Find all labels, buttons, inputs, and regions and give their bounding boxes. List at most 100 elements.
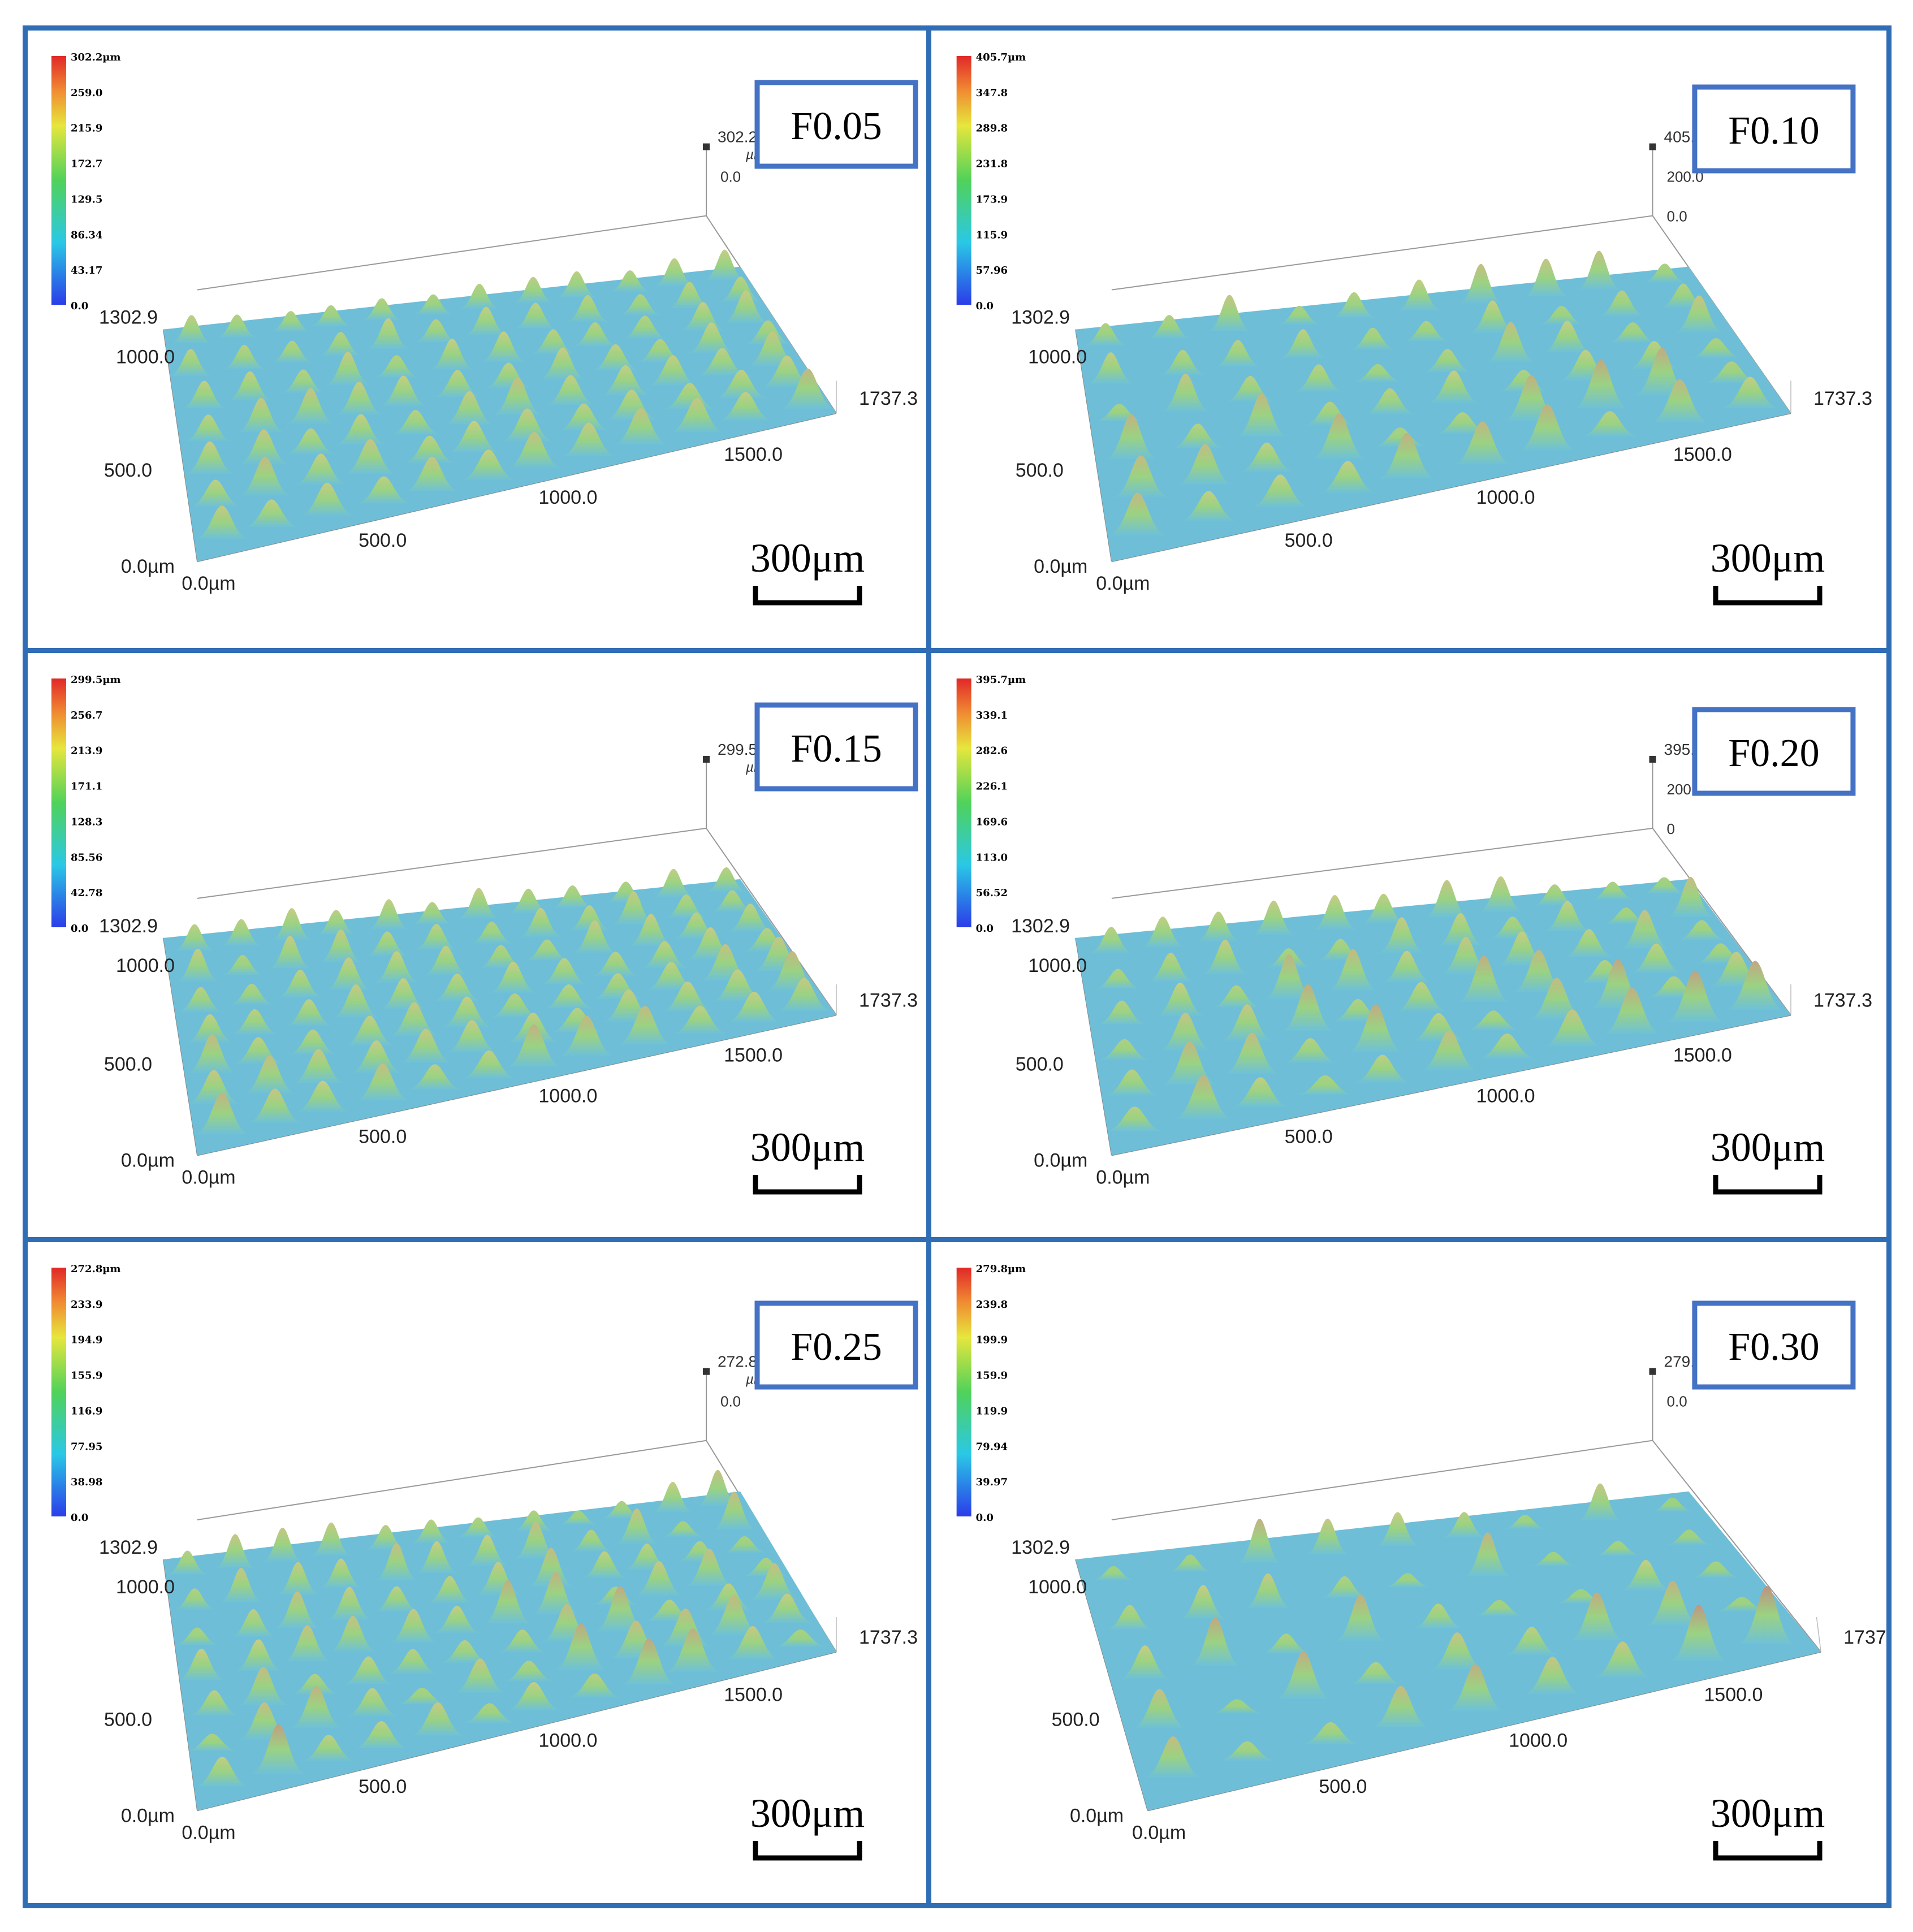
x-axis-tick: 1737.3 bbox=[859, 989, 918, 1011]
surface-peak bbox=[761, 1593, 813, 1624]
colorbar-gradient bbox=[956, 56, 971, 305]
surface-peak bbox=[1212, 985, 1260, 1008]
y-axis-tick: 500.0 bbox=[104, 1709, 152, 1730]
surface-peak bbox=[582, 1551, 627, 1578]
colorbar-tick: 299.5µm bbox=[71, 674, 121, 686]
surface-peak bbox=[1678, 920, 1726, 940]
surface-peak bbox=[291, 1685, 342, 1728]
surface-peak bbox=[1294, 364, 1343, 392]
surface-peak bbox=[750, 1563, 799, 1600]
colorbar-tick: 0.0 bbox=[976, 300, 994, 312]
x-axis-tick: 500.0 bbox=[359, 1126, 407, 1147]
surface-peak bbox=[1336, 1594, 1385, 1641]
scale-bar-label: 300μm bbox=[1711, 535, 1825, 581]
surface-peak bbox=[1459, 263, 1502, 304]
surface-peak bbox=[182, 381, 227, 409]
y-axis-labels: 1302.9 1000.0 500.0 0.0µm bbox=[99, 1537, 175, 1826]
surface-peak bbox=[1428, 370, 1479, 403]
surface-peak bbox=[1161, 373, 1210, 412]
panel-f0-20: 395.7µm 339.1 282.6 226.1 169.6 113.0 56.52 0.0… bbox=[931, 653, 1886, 1237]
surface-peak bbox=[443, 996, 492, 1027]
surface-peak bbox=[662, 1521, 704, 1537]
colorbar-tick: 85.56 bbox=[71, 852, 102, 863]
surface-peak bbox=[195, 505, 249, 539]
surface-peak bbox=[1163, 1041, 1217, 1085]
y-axis-labels: 1302.9 1000.0 500.0 0.0µm bbox=[1011, 915, 1087, 1172]
surface-peak bbox=[558, 1510, 598, 1525]
surface-peak bbox=[1145, 1736, 1201, 1778]
colorbar-tick: 129.5 bbox=[71, 193, 102, 205]
colorbar-tick: 128.3 bbox=[71, 816, 102, 828]
colorbar-tick: 42.78 bbox=[71, 887, 102, 899]
y-axis-labels: 1302.9 1000.0 500.0 0.0µm bbox=[99, 307, 175, 577]
x-axis-tick: 1500.0 bbox=[724, 1045, 783, 1066]
surface-peak bbox=[1297, 1075, 1354, 1095]
surface-peak bbox=[1479, 876, 1522, 911]
x-axis-tick: 500.0 bbox=[359, 1776, 407, 1797]
x-axis-tick: 1500.0 bbox=[1673, 1045, 1732, 1066]
colorbar-tick: 43.17 bbox=[71, 265, 102, 276]
surface-peak bbox=[411, 1519, 451, 1544]
surface-peak bbox=[616, 1509, 658, 1544]
surface-peak bbox=[411, 1702, 465, 1736]
surface-peak bbox=[320, 1558, 362, 1588]
surface-peak bbox=[470, 922, 513, 944]
surface-peak bbox=[1160, 349, 1206, 375]
surface-peak bbox=[448, 421, 500, 452]
surface-peak bbox=[665, 894, 707, 918]
surface-peak bbox=[430, 339, 474, 370]
condition-label: F0.05 bbox=[754, 80, 918, 169]
y-axis-tick: 1000.0 bbox=[1028, 955, 1087, 976]
surface-peak bbox=[188, 1034, 237, 1073]
surface-peak bbox=[648, 355, 697, 386]
colorbar-tick: 282.6 bbox=[976, 745, 1008, 757]
scale-bar-line bbox=[1713, 1175, 1823, 1195]
surface-peak bbox=[434, 1606, 481, 1633]
surface-peak bbox=[1544, 901, 1590, 931]
surface-peak bbox=[681, 302, 726, 331]
z-axis-tick: 0.0 bbox=[720, 168, 741, 185]
surface-peak bbox=[1197, 911, 1240, 941]
surface-peak bbox=[1631, 943, 1682, 973]
surface-peak bbox=[1221, 1004, 1273, 1041]
scale-bar-label: 300μm bbox=[750, 535, 865, 581]
scale-bar: 300μm bbox=[1711, 1791, 1825, 1861]
surface-peak bbox=[1306, 1518, 1349, 1555]
x-axis-tick: 1500.0 bbox=[724, 1684, 783, 1705]
x-axis-tick: 1000.0 bbox=[1476, 1086, 1535, 1107]
surface-peak bbox=[1141, 917, 1184, 948]
surface-peak bbox=[446, 1020, 498, 1053]
x-axis-tick: 0.0µm bbox=[1132, 1822, 1186, 1843]
surface-peak bbox=[1431, 1632, 1484, 1670]
surface-peak bbox=[1539, 306, 1584, 325]
y-axis-tick: 500.0 bbox=[1016, 1053, 1064, 1075]
surface-peak bbox=[1474, 1600, 1525, 1616]
surface-peak bbox=[316, 910, 356, 935]
surface-peak bbox=[187, 1734, 238, 1751]
surface-peak bbox=[567, 295, 609, 322]
surface-peak bbox=[252, 1724, 305, 1774]
surface-peak bbox=[570, 1529, 612, 1551]
surface-peak bbox=[556, 271, 597, 297]
surface-peak bbox=[614, 408, 668, 444]
scale-bar-label: 300μm bbox=[750, 1125, 865, 1170]
surface-peak bbox=[1487, 322, 1535, 362]
surface-plot: 395.7µm 339.1 282.6 226.1 169.6 113.0 56.52 0.0… bbox=[956, 674, 1872, 1195]
condition-label: F0.30 bbox=[1692, 1300, 1856, 1390]
surface-peak bbox=[1715, 1597, 1768, 1611]
surface-peak bbox=[1095, 969, 1141, 989]
x-axis-tick: 500.0 bbox=[359, 530, 407, 551]
surface-peak bbox=[275, 1591, 319, 1628]
surface-peak bbox=[1302, 1722, 1359, 1744]
surface-peak bbox=[416, 1541, 458, 1574]
surface-peak bbox=[1530, 1551, 1577, 1566]
colorbar-tick: 159.9 bbox=[976, 1370, 1008, 1382]
surface-peak bbox=[1107, 1605, 1153, 1630]
surface-peak bbox=[445, 391, 494, 425]
scale-bar: 300μm bbox=[750, 1791, 865, 1861]
surface-peak bbox=[1379, 917, 1424, 953]
surface-peak bbox=[618, 1006, 672, 1045]
colorbar-tick: 173.9 bbox=[976, 193, 1008, 205]
surface-peak bbox=[237, 397, 284, 433]
surface-peak bbox=[1354, 364, 1402, 382]
